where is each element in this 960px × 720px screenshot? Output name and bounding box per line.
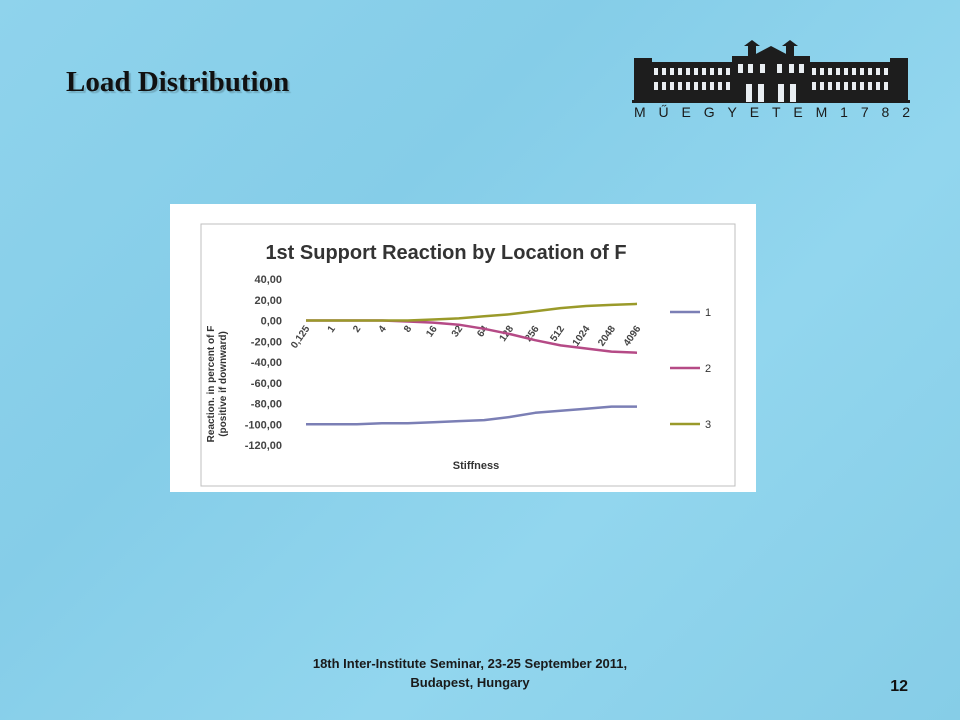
logo-letter: 1 — [840, 104, 848, 120]
footer: 18th Inter-Institute Seminar, 23-25 Sept… — [250, 654, 690, 692]
series-line-3 — [306, 302, 638, 322]
chart-title: 1st Support Reaction by Location of F — [265, 242, 626, 264]
y-tick-label: 20,00 — [254, 295, 282, 307]
y-tick-label: -60,00 — [251, 378, 282, 390]
logo-letter: T — [771, 104, 781, 120]
logo-letter: G — [703, 104, 715, 120]
legend-label-1: 1 — [705, 307, 711, 319]
logo-letter: M — [815, 104, 828, 120]
x-tick-label: 4 — [377, 324, 389, 335]
x-tick-label: 4096 — [622, 324, 644, 349]
x-tick-label: 1024 — [571, 324, 593, 349]
logo-letter: E — [681, 104, 691, 120]
logo-letter: 2 — [902, 104, 910, 120]
y-tick-label: -120,00 — [245, 440, 282, 452]
university-building-icon — [632, 40, 910, 103]
chart-panel: 1st Support Reaction by Location of F Re… — [170, 204, 756, 492]
x-tick-label: 1 — [326, 324, 338, 335]
y-tick-label: -100,00 — [245, 419, 282, 431]
y-tick-label: 40,00 — [254, 274, 282, 286]
legend-label-3: 3 — [705, 419, 711, 431]
plot-frame — [200, 223, 736, 487]
x-tick-label: 0,125 — [289, 324, 313, 351]
line-chart: 1st Support Reaction by Location of F Re… — [200, 223, 736, 487]
y-tick-label: -20,00 — [251, 336, 282, 348]
x-tick-label: 16 — [424, 324, 440, 340]
x-axis-label: Stiffness — [453, 460, 499, 472]
footer-line-2: Budapest, Hungary — [410, 675, 530, 690]
y-axis-label: Reaction. in percent of F — [206, 326, 217, 443]
logo-letter: E — [749, 104, 760, 120]
x-tick-label: 64 — [475, 324, 491, 340]
logo-letter: 8 — [881, 104, 890, 120]
slide-title: Load Distribution — [66, 66, 290, 98]
x-tick-label: 2 — [351, 324, 363, 335]
logo-letter: Y — [727, 104, 737, 120]
footer-line-1: 18th Inter-Institute Seminar, 23-25 Sept… — [312, 656, 628, 671]
logo-letter: 7 — [860, 104, 869, 120]
logo-letter: M — [634, 104, 646, 120]
y-axis-label-sub: (positive if downward) — [218, 331, 229, 437]
x-tick-label: 8 — [402, 324, 414, 335]
logo-wordmark: M Ű E G Y E T E M 1 7 8 2 — [634, 104, 910, 120]
x-tick-label: 512 — [548, 324, 567, 344]
x-tick-label: 2048 — [596, 324, 618, 349]
logo-letter: Ű — [658, 104, 669, 120]
legend-label-2: 2 — [705, 363, 711, 375]
page-number: 12 — [890, 678, 908, 695]
y-tick-label: -80,00 — [251, 399, 282, 411]
y-tick-label: 0,00 — [261, 316, 282, 328]
y-tick-label: -40,00 — [251, 357, 282, 369]
logo-letter: E — [793, 104, 803, 120]
series-line-1 — [306, 405, 637, 426]
